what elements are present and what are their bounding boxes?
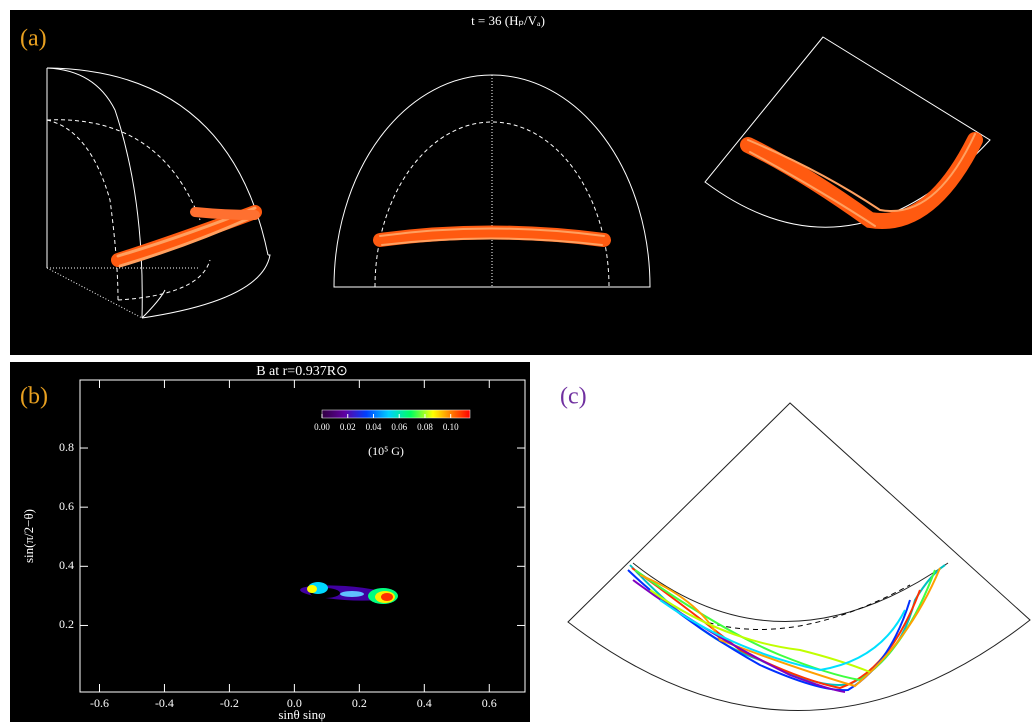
- colorbar-unit: (10⁵ G): [368, 444, 404, 458]
- panel-title: t = 36 (Hₚ/Vₐ): [471, 13, 545, 28]
- y-tick-label: 0.4: [59, 558, 74, 572]
- panel-label: (b): [20, 384, 48, 410]
- colorbar-tick-label: 0.00: [314, 422, 330, 432]
- y-tick-label: 0.2: [59, 617, 74, 631]
- plot-title: B at r=0.937R⊙: [256, 364, 348, 379]
- wedge-view: [704, 36, 991, 229]
- plot-frame: [79, 379, 526, 693]
- colorbar-tick-label: 0.10: [443, 422, 459, 432]
- colorbar: [321, 409, 471, 419]
- quarter-sphere: [46, 67, 271, 319]
- panel-a-bg: [10, 10, 1032, 355]
- x-tick-label: -0.6: [90, 696, 109, 710]
- x-axis-label: sinθ sinφ: [278, 707, 325, 722]
- x-tick-label: 0.2: [352, 696, 367, 710]
- x-tick-label: -0.2: [220, 696, 239, 710]
- x-tick-label: 0.4: [417, 696, 432, 710]
- y-tick-label: 0.8: [59, 440, 74, 454]
- colorbar-tick-label: 0.02: [340, 422, 356, 432]
- x-tick-label: 0.6: [482, 696, 497, 710]
- colorbar-tick-label: 0.06: [391, 422, 407, 432]
- x-tick-label: 0.0: [287, 696, 302, 710]
- panel-label: (a): [20, 26, 47, 52]
- field-patch: [300, 582, 398, 604]
- colorbar-tick-label: 0.04: [366, 422, 382, 432]
- y-axis-label: sin(π/2−θ): [21, 509, 36, 563]
- y-tick-label: 0.6: [59, 499, 74, 513]
- panel-label: (c): [560, 384, 587, 410]
- wedge-c: [567, 402, 1031, 711]
- half-sphere: [333, 74, 651, 288]
- panel-b-bg: [10, 362, 530, 722]
- x-tick-label: -0.4: [155, 696, 174, 710]
- colorbar-tick-label: 0.08: [417, 422, 433, 432]
